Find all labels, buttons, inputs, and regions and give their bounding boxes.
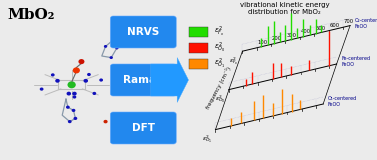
FancyBboxPatch shape [110,112,176,144]
FancyBboxPatch shape [110,64,176,96]
Circle shape [78,59,84,64]
Text: 700: 700 [344,19,354,24]
Circle shape [72,109,75,112]
Polygon shape [151,58,188,102]
Text: 100: 100 [258,40,268,45]
Text: 500: 500 [315,26,325,31]
Text: Fe-centered
FeOO: Fe-centered FeOO [342,56,371,67]
Text: $\varepsilon_{O_1}^2$: $\varepsilon_{O_1}^2$ [202,134,212,145]
Text: $\varepsilon_{O_1}^{\,2}$: $\varepsilon_{O_1}^{\,2}$ [213,57,225,71]
Text: MbO₂: MbO₂ [8,8,55,22]
Circle shape [99,78,103,82]
Bar [188,59,208,69]
FancyBboxPatch shape [110,16,176,48]
Circle shape [40,88,43,91]
Text: 300: 300 [287,33,296,38]
Circle shape [67,81,76,88]
Text: $\varepsilon_{F_x}^{\,2}$: $\varepsilon_{F_x}^{\,2}$ [213,25,224,39]
Text: Raman: Raman [123,75,164,85]
Circle shape [68,120,72,123]
Text: $\varepsilon_{O_0}^{\,2}$: $\varepsilon_{O_0}^{\,2}$ [213,41,225,55]
Text: $\varepsilon_{O_0}^2$: $\varepsilon_{O_0}^2$ [215,94,225,105]
Text: O₂-centered
FeOO: O₂-centered FeOO [355,18,377,29]
Text: DFT: DFT [132,123,155,133]
Circle shape [92,92,96,95]
Circle shape [72,92,77,96]
Circle shape [72,95,76,99]
Text: vibrational kinetic energy
distribution for MbO₂: vibrational kinetic energy distribution … [240,2,329,15]
Circle shape [51,73,55,76]
Bar [188,27,208,37]
Text: frequency (cm⁻¹): frequency (cm⁻¹) [205,66,232,110]
Text: 400: 400 [301,29,311,34]
Circle shape [73,67,80,73]
Text: O₁-centered
FeOO: O₁-centered FeOO [328,96,357,107]
Circle shape [112,39,115,41]
Bar [188,43,208,53]
Circle shape [74,117,77,120]
Circle shape [87,73,91,76]
Circle shape [103,120,108,123]
Circle shape [115,47,119,49]
Circle shape [66,106,70,109]
Text: $\varepsilon_{F_x}^2$: $\varepsilon_{F_x}^2$ [229,55,239,67]
Text: 600: 600 [329,23,340,28]
Text: NRVS: NRVS [127,27,159,37]
Circle shape [66,92,71,96]
Circle shape [83,79,88,83]
Circle shape [55,79,60,83]
Circle shape [109,56,113,59]
Circle shape [104,45,107,48]
Text: 200: 200 [272,36,282,41]
